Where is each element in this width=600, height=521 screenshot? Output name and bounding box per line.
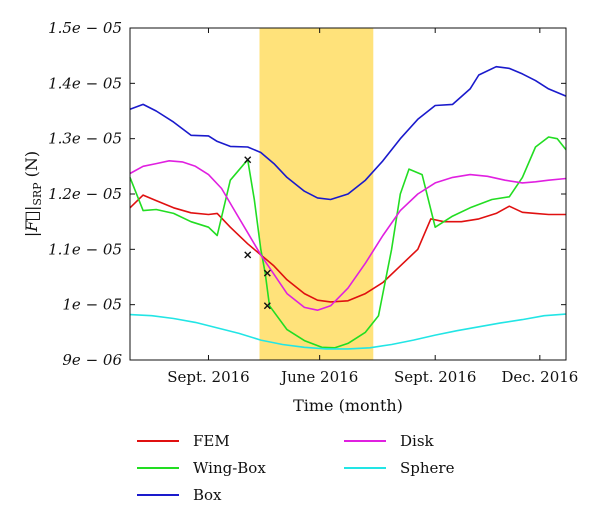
legend-label-disk: Disk (400, 432, 434, 450)
legend-item-sphere: Sphere (344, 459, 454, 477)
y-tick-label-6: 1.5e − 05 (48, 19, 122, 37)
highlight-band (259, 28, 374, 360)
series-line-disk (129, 160, 567, 312)
x-tick-label-2: Sept. 2016 (394, 368, 477, 386)
x-tick-label-3: Dec. 2016 (501, 368, 578, 386)
legend-item-wing-box: Wing-Box (137, 459, 266, 477)
legend-item-disk: Disk (344, 432, 434, 450)
y-tick-label-2: 1.1e − 05 (48, 240, 122, 258)
y-label-bar-open: | (22, 232, 41, 237)
legend-swatch-box (137, 494, 179, 496)
marker-x-3 (263, 269, 271, 277)
y-label-subscript: SRP (31, 182, 44, 206)
x-tick-label-0: Sept. 2016 (167, 368, 250, 386)
legend-item-box: Box (137, 486, 222, 504)
legend-swatch-disk (344, 440, 386, 442)
legend-label-wing-box: Wing-Box (193, 459, 266, 477)
y-tick-label-3: 1.2e − 05 (48, 185, 122, 203)
y-tick-label-5: 1.4e − 05 (48, 74, 122, 92)
legend-label-sphere: Sphere (400, 459, 455, 477)
legend-swatch-wing-box (137, 467, 179, 469)
marker-x-4 (263, 302, 271, 310)
y-label-bar-close: | (22, 206, 41, 211)
y-tick-label-1: 1e − 05 (62, 296, 122, 314)
series-line-wing-box (129, 136, 567, 349)
x-tick-label-1: June 2016 (279, 368, 358, 386)
plot-area: 9e − 06 1e − 05 1.1e − 05 1.2e − 05 1.3e − 0… (48, 19, 578, 386)
legend-item-fem: FEM (137, 432, 230, 450)
y-axis-label: |F⃗|SRP (N) (22, 151, 44, 237)
y-tick-label-4: 1.3e − 05 (48, 130, 122, 148)
y-label-vector: F⃗ (22, 211, 41, 233)
y-label-unit: (N) (22, 151, 41, 183)
series-line-fem (129, 194, 566, 303)
legend-label-box: Box (193, 486, 222, 504)
x-axis-label: Time (month) (293, 396, 403, 415)
legend-swatch-sphere (344, 467, 386, 469)
marker-x-2 (244, 251, 252, 259)
legend-label-fem: FEM (193, 432, 230, 450)
y-tick-label-0: 9e − 06 (62, 351, 122, 369)
series-line-box (129, 65, 567, 201)
marker-x-1 (244, 156, 252, 164)
legend-swatch-fem (137, 440, 179, 442)
series-line-sphere (129, 313, 567, 350)
